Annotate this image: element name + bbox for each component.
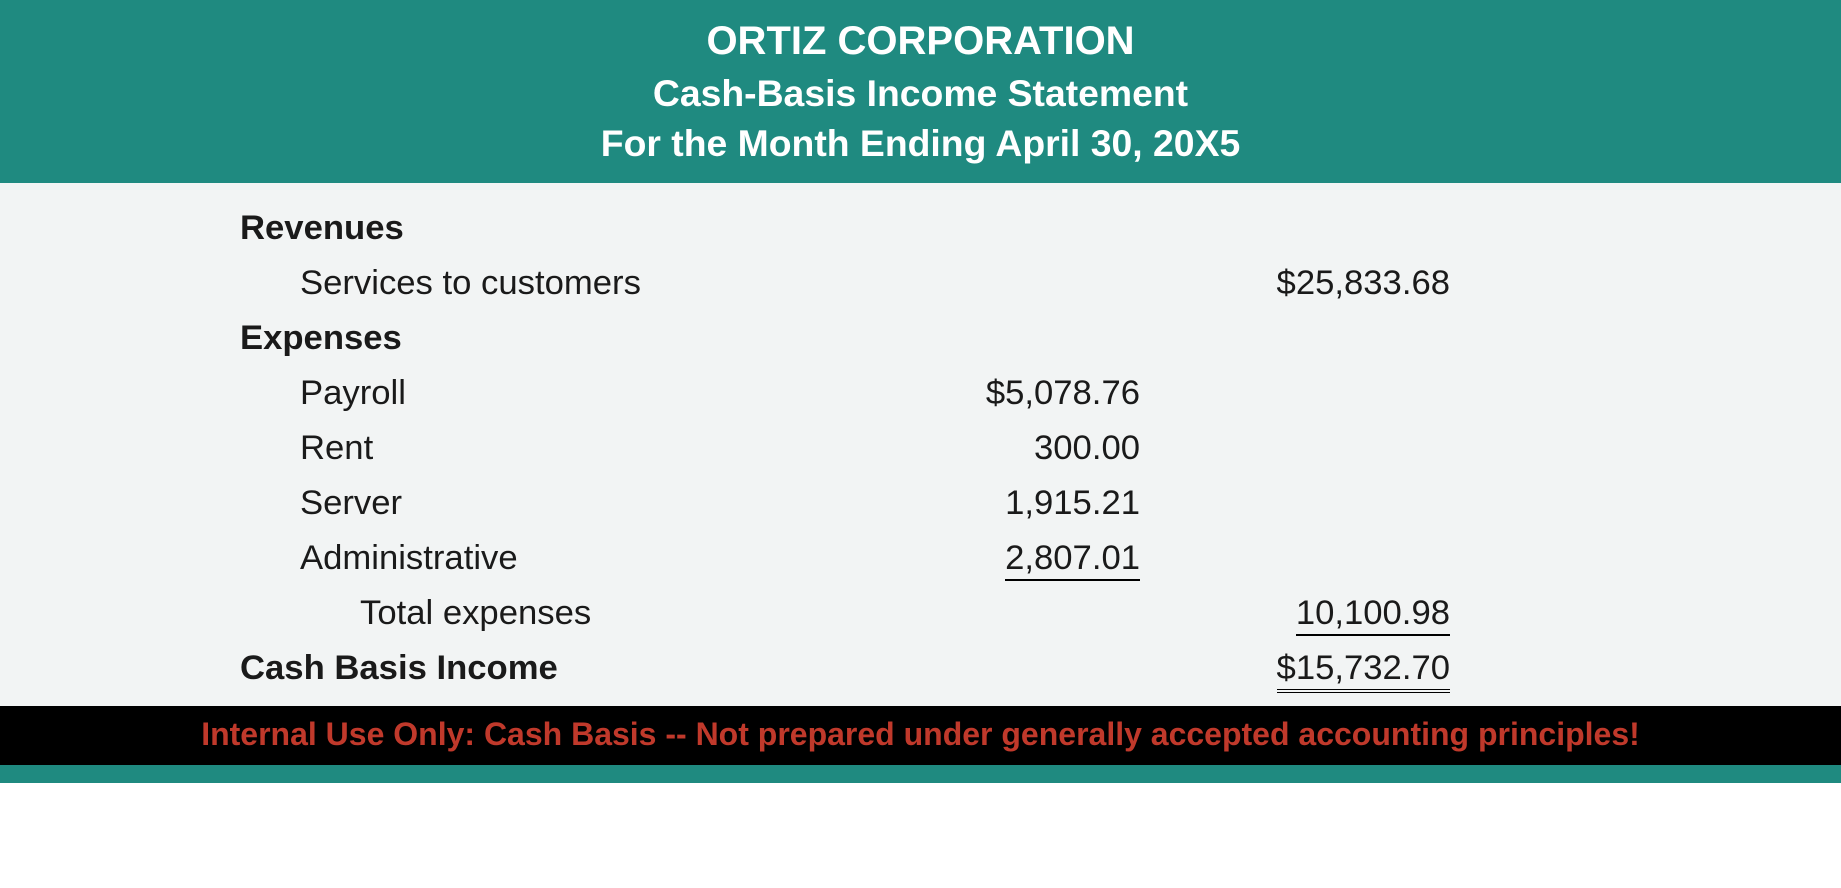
net-income-value: $15,732.70 [1277,649,1450,693]
footer-accent-strip [0,765,1841,783]
statement-header: ORTIZ CORPORATION Cash-Basis Income Stat… [0,0,1841,183]
net-income-amount: $15,732.70 [1200,649,1450,688]
revenue-line: Services to customers $25,833.68 [0,256,1841,311]
expense-amount-value: 2,807.01 [1005,539,1140,581]
expense-amount: 1,915.21 [890,484,1140,523]
income-statement: ORTIZ CORPORATION Cash-Basis Income Stat… [0,0,1841,783]
expense-line: Administrative 2,807.01 [0,531,1841,586]
disclaimer-footer: Internal Use Only: Cash Basis -- Not pre… [0,706,1841,765]
statement-title: Cash-Basis Income Statement [0,68,1841,118]
expenses-heading: Expenses [240,319,890,358]
expense-amount: 300.00 [890,429,1140,468]
revenues-heading: Revenues [240,209,890,248]
expense-amount: 2,807.01 [890,539,1140,578]
revenues-heading-row: Revenues [0,201,1841,256]
expense-label: Administrative [240,539,890,578]
company-name: ORTIZ CORPORATION [0,14,1841,68]
expense-label: Server [240,484,890,523]
total-expenses-label: Total expenses [240,594,890,633]
total-expenses-line: Total expenses 10,100.98 [0,586,1841,641]
net-income-label: Cash Basis Income [240,649,890,688]
expense-line: Rent 300.00 [0,421,1841,476]
revenue-amount: $25,833.68 [1200,264,1450,303]
net-income-line: Cash Basis Income $15,732.70 [0,641,1841,696]
expense-line: Payroll $5,078.76 [0,366,1841,421]
total-expenses-amount: 10,100.98 [1200,594,1450,633]
expense-label: Rent [240,429,890,468]
expense-label: Payroll [240,374,890,413]
statement-period: For the Month Ending April 30, 20X5 [0,118,1841,168]
revenue-label: Services to customers [240,264,890,303]
total-expenses-value: 10,100.98 [1296,594,1450,636]
statement-body: Revenues Services to customers $25,833.6… [0,183,1841,696]
expense-amount: $5,078.76 [890,374,1140,413]
expense-line: Server 1,915.21 [0,476,1841,531]
expenses-heading-row: Expenses [0,311,1841,366]
